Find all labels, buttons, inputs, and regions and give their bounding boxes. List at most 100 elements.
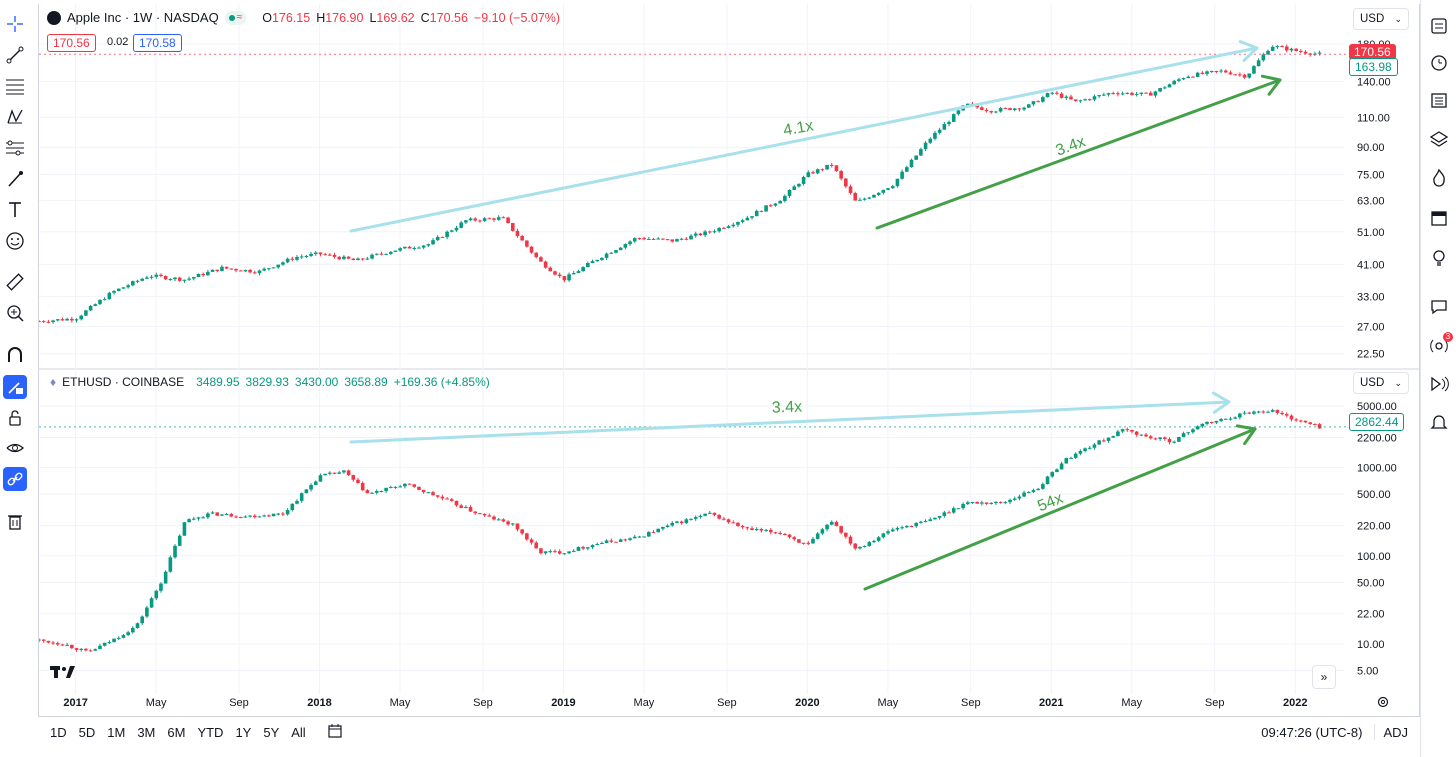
pane2-currency-select[interactable]: USD ⌄	[1353, 372, 1409, 394]
candle-body	[567, 274, 571, 281]
eth-low: 3430.00	[294, 375, 339, 389]
candle-body	[548, 551, 553, 553]
candle-body	[1059, 93, 1064, 98]
candle-body	[257, 270, 262, 274]
candle-body	[1050, 472, 1055, 477]
candle-body	[797, 539, 801, 543]
x-axis-label: 2019	[551, 697, 575, 709]
candle-body	[496, 519, 501, 521]
adj-toggle[interactable]: ADJ	[1383, 724, 1408, 740]
notifications-icon[interactable]	[1427, 410, 1451, 434]
candle-body	[1041, 484, 1045, 489]
chart-container[interactable]: 2017 May Sep 2018 May Sep 2019 May Sep 2020 May Sep…	[37, 4, 1420, 717]
candle-body	[984, 109, 989, 112]
prediction-icon[interactable]	[3, 136, 27, 160]
pane1-symbol[interactable]: Apple Inc · 1W · NASDAQ	[67, 10, 219, 25]
candle-body	[337, 256, 342, 260]
candle-body	[703, 231, 707, 236]
candle-body	[1055, 92, 1059, 94]
y-axis-tick-label: 22.50	[1357, 349, 1385, 361]
candle-body	[431, 240, 435, 245]
tf-all[interactable]: All	[291, 724, 306, 740]
candle-body	[126, 632, 130, 636]
magnet-icon[interactable]	[3, 343, 27, 367]
candle-body	[1003, 502, 1008, 504]
candle-body	[890, 186, 895, 189]
candle-body	[722, 227, 726, 229]
unlock-icon[interactable]	[3, 406, 27, 430]
candle-body	[712, 231, 717, 233]
candle-body	[806, 542, 811, 544]
text-icon[interactable]	[3, 198, 27, 222]
emoji-icon[interactable]	[3, 229, 27, 253]
y-axis-tick-label: 33.00	[1357, 292, 1385, 304]
calendar-icon[interactable]	[1427, 206, 1451, 230]
pane2-symbol[interactable]: ETHUSD · COINBASE	[62, 375, 185, 389]
tf-1m[interactable]: 1M	[107, 724, 126, 740]
candle-body	[736, 222, 740, 225]
candle-body	[1144, 434, 1148, 437]
zoom-icon[interactable]	[3, 301, 27, 325]
candle-body	[801, 542, 806, 544]
candle-body	[201, 517, 205, 519]
ruler-icon[interactable]	[3, 270, 27, 294]
pane1-currency-select[interactable]: USD ⌄	[1353, 8, 1409, 30]
candle-body	[342, 470, 346, 473]
candle-body	[116, 288, 121, 291]
eye-icon[interactable]	[3, 436, 27, 460]
alarm-icon[interactable]	[1427, 50, 1451, 74]
candle-body	[374, 253, 379, 255]
watchlist-icon[interactable]	[1427, 14, 1451, 38]
clock[interactable]: 09:47:26 (UTC-8)	[1261, 724, 1363, 740]
candle-body	[1317, 52, 1322, 54]
date-range-icon[interactable]	[326, 722, 344, 743]
lock-drawing-icon[interactable]	[3, 375, 27, 399]
last-price-tag: 170.56	[1349, 44, 1396, 60]
candle-body	[1223, 70, 1228, 73]
brush-icon[interactable]	[3, 167, 27, 191]
pane1-legend: Apple Inc · 1W · NASDAQ ≈ O176.15 H176.9…	[47, 10, 560, 25]
candle-body	[829, 164, 834, 166]
candle-body	[116, 637, 121, 639]
candle-body	[1238, 74, 1242, 76]
candle-body	[1026, 492, 1031, 494]
candle-body	[595, 544, 600, 546]
candle-body	[501, 217, 506, 219]
tf-1d[interactable]: 1D	[50, 724, 67, 740]
tf-6m[interactable]: 6M	[167, 724, 186, 740]
tf-5d[interactable]: 5D	[78, 724, 96, 740]
trend-line-icon[interactable]	[3, 43, 27, 67]
hotlist-icon[interactable]	[1427, 166, 1451, 190]
candle-body	[393, 486, 398, 488]
candle-body	[1158, 437, 1162, 440]
link-icon[interactable]	[3, 467, 27, 491]
candle-body	[332, 254, 337, 257]
ideas-icon[interactable]	[1427, 246, 1451, 270]
settings-gear-icon[interactable]	[1376, 695, 1390, 709]
candle-body	[853, 193, 858, 201]
candle-body	[951, 114, 956, 122]
candle-body	[1125, 429, 1130, 431]
trash-icon[interactable]	[3, 509, 27, 533]
scroll-to-realtime-button[interactable]: »	[1312, 665, 1336, 689]
candle-body	[961, 504, 965, 509]
tf-1y[interactable]: 1Y	[235, 724, 252, 740]
fib-retracement-icon[interactable]	[3, 74, 27, 98]
tf-3m[interactable]: 3M	[137, 724, 156, 740]
chart-canvas[interactable]: 2017 May Sep 2018 May Sep 2019 May Sep 2020 May Sep…	[37, 4, 1419, 716]
candle-body	[1303, 420, 1308, 423]
crosshair-icon[interactable]	[3, 12, 27, 36]
sell-button[interactable]: 170.56	[47, 34, 96, 52]
replay-icon[interactable]	[1427, 372, 1451, 396]
candle-body	[815, 169, 820, 174]
tf-ytd[interactable]: YTD	[197, 724, 224, 740]
pattern-icon[interactable]	[3, 105, 27, 129]
buy-button[interactable]: 170.58	[133, 34, 182, 52]
chat-icon[interactable]	[1427, 295, 1451, 319]
change-value: −9.10 (−5.07%)	[473, 10, 561, 25]
candle-body	[1073, 99, 1078, 101]
candle-body	[220, 514, 224, 516]
layers-icon[interactable]	[1427, 127, 1451, 151]
news-icon[interactable]	[1427, 88, 1451, 112]
tf-5y[interactable]: 5Y	[263, 724, 280, 740]
